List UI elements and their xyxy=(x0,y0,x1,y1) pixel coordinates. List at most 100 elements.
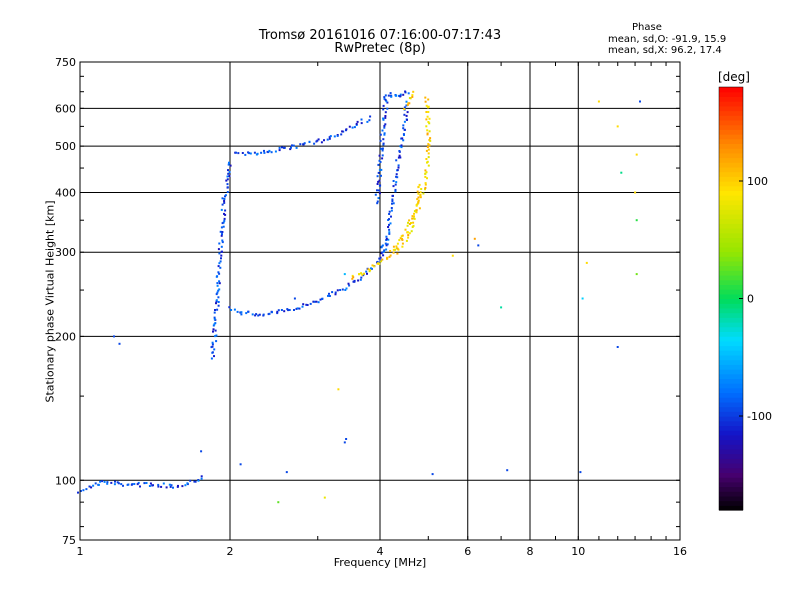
data-point xyxy=(248,152,251,155)
data-point xyxy=(635,219,638,222)
data-point xyxy=(240,311,243,314)
data-point xyxy=(389,222,392,225)
data-point xyxy=(321,298,324,300)
data-point xyxy=(374,193,377,196)
data-point xyxy=(401,245,404,248)
data-point xyxy=(348,125,351,128)
data-point xyxy=(396,242,399,245)
data-point xyxy=(428,144,431,147)
data-point xyxy=(397,164,400,167)
data-point xyxy=(418,183,421,186)
colorbar-segment xyxy=(719,275,743,281)
data-point xyxy=(340,133,343,136)
data-point xyxy=(149,482,152,485)
data-point xyxy=(223,198,226,200)
data-point xyxy=(424,96,427,99)
data-point xyxy=(218,242,221,245)
data-point xyxy=(219,266,222,269)
colorbar-segment xyxy=(719,138,743,144)
data-point xyxy=(388,210,391,213)
data-point xyxy=(373,265,376,268)
data-point xyxy=(381,244,384,247)
data-point xyxy=(424,186,427,189)
data-point xyxy=(186,482,189,485)
data-point xyxy=(293,297,296,300)
chart-subtitle: RwPretec (8p) xyxy=(334,41,426,56)
data-point xyxy=(157,485,160,488)
y-tick-label: 500 xyxy=(55,140,76,153)
colorbar-segment xyxy=(719,401,743,408)
data-point xyxy=(94,482,97,485)
data-point xyxy=(295,146,298,149)
data-point xyxy=(391,202,393,205)
data-point xyxy=(136,483,139,486)
data-point xyxy=(378,189,380,192)
data-point xyxy=(427,164,430,167)
data-point xyxy=(320,141,323,144)
data-point xyxy=(377,197,380,200)
data-point xyxy=(336,134,339,137)
data-point xyxy=(218,262,221,265)
data-point xyxy=(620,171,623,174)
colorbar-segment xyxy=(719,477,743,483)
data-point xyxy=(341,288,344,291)
data-point xyxy=(367,268,370,271)
colorbar-segment xyxy=(719,430,743,436)
data-point xyxy=(223,212,225,215)
data-point xyxy=(276,312,279,315)
data-point xyxy=(384,115,387,117)
data-point xyxy=(368,270,371,273)
data-point xyxy=(380,168,383,171)
data-point xyxy=(411,217,414,220)
data-point xyxy=(416,190,419,193)
data-point xyxy=(399,156,402,159)
data-point xyxy=(226,183,229,186)
data-point xyxy=(376,175,379,178)
data-point xyxy=(223,219,226,222)
data-point xyxy=(239,463,242,466)
data-point xyxy=(217,296,220,299)
data-point xyxy=(381,251,384,254)
colorbar-segment xyxy=(719,246,743,253)
data-point xyxy=(408,219,411,222)
colorbar-segment xyxy=(719,505,743,511)
data-point xyxy=(339,289,342,291)
data-point xyxy=(220,254,223,257)
data-point xyxy=(370,267,372,270)
colorbar-segment xyxy=(719,91,743,97)
data-point xyxy=(425,118,428,121)
data-point xyxy=(426,132,429,135)
data-point xyxy=(329,135,332,138)
colorbar-segment xyxy=(719,472,743,478)
data-point xyxy=(353,126,356,129)
data-point xyxy=(385,235,388,238)
colorbar-segment xyxy=(719,256,743,262)
data-point xyxy=(211,345,214,348)
data-point xyxy=(415,210,417,213)
data-point xyxy=(220,234,223,237)
data-point xyxy=(412,224,415,227)
data-point xyxy=(327,294,329,297)
colorbar-segment xyxy=(719,322,743,328)
data-point xyxy=(379,133,382,136)
colorbar-segment xyxy=(719,298,743,304)
colorbar-segment xyxy=(719,312,743,318)
colorbar-segment xyxy=(719,157,743,163)
data-point xyxy=(427,111,430,113)
data-point xyxy=(214,335,217,338)
data-point xyxy=(377,180,380,183)
data-point xyxy=(220,226,223,229)
data-point xyxy=(227,172,230,175)
data-point xyxy=(228,171,231,174)
data-point xyxy=(597,100,600,103)
x-axis-label: Frequency [MHz] xyxy=(333,556,427,569)
data-point xyxy=(366,272,368,275)
data-point xyxy=(387,226,390,228)
data-point xyxy=(224,195,226,198)
data-point xyxy=(127,483,130,486)
data-point xyxy=(312,300,315,303)
data-point xyxy=(260,151,263,154)
data-point xyxy=(315,300,318,303)
data-point xyxy=(427,143,430,146)
data-point xyxy=(396,176,399,179)
